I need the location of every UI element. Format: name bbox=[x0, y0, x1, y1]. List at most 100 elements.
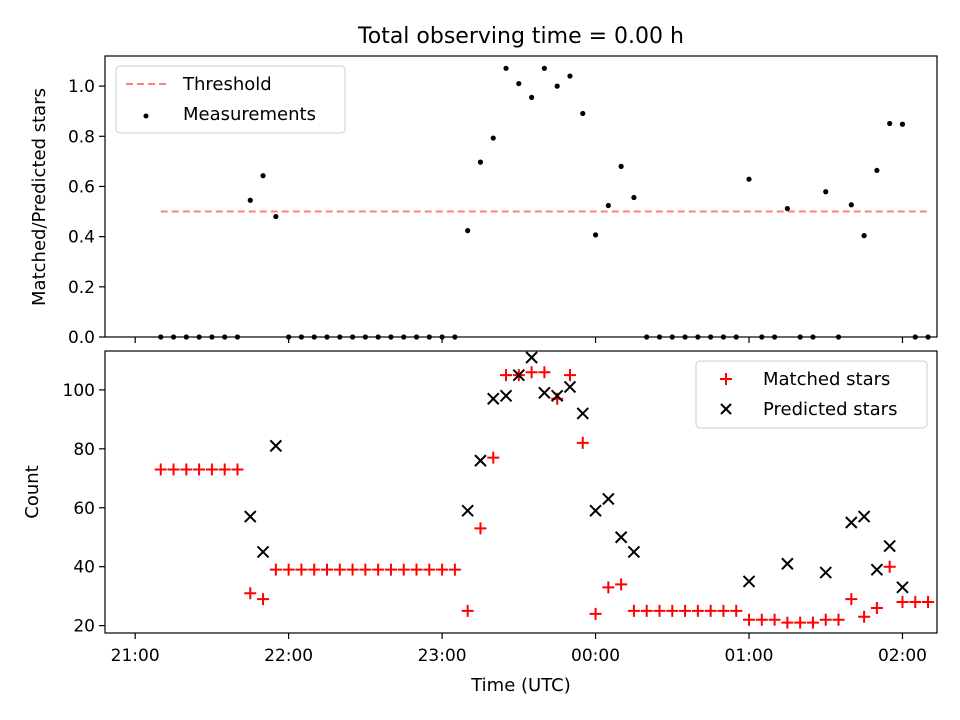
measurement-point bbox=[605, 202, 611, 209]
top-y-axis-label: Matched/Predicted stars bbox=[29, 88, 50, 306]
matched-star-point bbox=[346, 563, 359, 576]
matched-star-point bbox=[359, 563, 372, 576]
measurement-point bbox=[874, 167, 880, 174]
measurement-point bbox=[541, 65, 548, 71]
measurement-point bbox=[631, 194, 637, 201]
matched-star-point bbox=[768, 613, 781, 626]
matched-star-point bbox=[321, 563, 334, 576]
matched-star-point bbox=[154, 463, 167, 476]
matched-star-point bbox=[244, 587, 257, 600]
matched-star-point bbox=[870, 601, 883, 614]
bottom-ytick-label: 100 bbox=[63, 381, 95, 401]
matched-star-point bbox=[819, 613, 832, 626]
xtick-label: 01:00 bbox=[725, 646, 774, 666]
predicted-star-point bbox=[461, 504, 474, 517]
top-ytick-label: 1.0 bbox=[68, 77, 95, 97]
predicted-star-point bbox=[499, 389, 513, 402]
predicted-star-point bbox=[589, 504, 602, 517]
xtick-label: 23:00 bbox=[418, 646, 467, 666]
measurement-point bbox=[477, 159, 484, 165]
measurement-point bbox=[490, 135, 496, 141]
measurement-point bbox=[516, 80, 522, 87]
predicted-star-point bbox=[870, 563, 884, 576]
top-ytick-label: 0.2 bbox=[68, 278, 95, 298]
measurement-point bbox=[784, 205, 790, 212]
matched-star-point bbox=[755, 613, 768, 626]
matched-star-point bbox=[474, 522, 487, 535]
matched-star-point bbox=[295, 563, 308, 576]
matched-star-point bbox=[218, 463, 231, 476]
measurement-point bbox=[273, 213, 279, 220]
bottom-ytick-label: 40 bbox=[73, 558, 95, 578]
matched-star-point bbox=[730, 604, 743, 617]
matched-star-point bbox=[806, 616, 819, 629]
figure-title: Total observing time = 0.00 h bbox=[357, 24, 684, 49]
predicted-star-point bbox=[602, 492, 615, 506]
bottom-x-axis: 21:00 22:00 23:00 00:00 01:00 02:00 bbox=[111, 633, 927, 666]
predicted-star-point bbox=[896, 581, 909, 594]
matched-star-point bbox=[333, 563, 346, 576]
matched-star-point bbox=[423, 563, 436, 576]
bottom-ytick-label: 60 bbox=[73, 499, 95, 519]
matched-star-point bbox=[269, 563, 282, 576]
matched-star-point bbox=[563, 369, 576, 382]
measurement-point bbox=[848, 202, 854, 208]
matched-star-point bbox=[781, 616, 794, 629]
top-subplot: 0.0 0.2 0.4 0.6 0.8 1.0 Matched/Predicted sta… bbox=[29, 55, 938, 348]
measurement-point bbox=[580, 110, 586, 117]
measurement-point bbox=[554, 83, 560, 89]
predicted-star-point bbox=[742, 575, 756, 588]
predicted-star-point bbox=[845, 516, 858, 529]
bottom-subplot: 20 40 60 80 100 21:00 22:00 23:00 00:00 01:00 02:… bbox=[22, 350, 938, 666]
matched-star-point bbox=[589, 607, 602, 620]
matched-star-point bbox=[436, 563, 449, 576]
predicted-star-point bbox=[563, 380, 577, 394]
matched-star-point bbox=[231, 463, 244, 476]
matched-star-point bbox=[410, 563, 423, 576]
top-legend-frame bbox=[115, 65, 346, 134]
top-x-axis bbox=[134, 337, 904, 343]
legend-predicted-label: Predicted stars bbox=[763, 399, 897, 420]
matched-star-point bbox=[845, 593, 858, 606]
measurement-point bbox=[465, 228, 471, 234]
legend-matched-label: Matched stars bbox=[763, 369, 890, 390]
matched-star-point bbox=[538, 366, 551, 379]
matched-star-point bbox=[193, 463, 206, 476]
predicted-star-point bbox=[781, 557, 794, 570]
predicted-star-point bbox=[627, 545, 641, 559]
measurement-point bbox=[887, 120, 893, 127]
xtick-label: 22:00 bbox=[264, 646, 313, 666]
measurement-point bbox=[823, 189, 829, 195]
predicted-star-point bbox=[819, 566, 832, 579]
top-ytick-label: 0.6 bbox=[68, 177, 95, 197]
matched-star-point bbox=[666, 604, 679, 617]
bottom-ytick-label: 20 bbox=[73, 617, 95, 637]
matched-star-point bbox=[372, 563, 385, 576]
x-axis-label: Time (UTC) bbox=[470, 675, 571, 696]
matched-star-point bbox=[205, 463, 218, 476]
bottom-y-axis-label: Count bbox=[22, 465, 43, 518]
matched-star-point bbox=[448, 563, 461, 576]
measurement-point bbox=[529, 94, 535, 100]
matched-star-point bbox=[896, 596, 909, 609]
predicted-star-point bbox=[244, 510, 257, 523]
matched-star-point bbox=[717, 604, 730, 617]
predicted-star-point bbox=[525, 351, 538, 364]
matched-star-point bbox=[640, 604, 653, 617]
measurement-point bbox=[567, 73, 573, 79]
xtick-label: 02:00 bbox=[878, 646, 927, 666]
matched-star-point bbox=[743, 613, 756, 626]
xtick-label: 21:00 bbox=[111, 646, 160, 666]
matched-star-point bbox=[691, 604, 704, 617]
matched-star-point bbox=[858, 610, 871, 623]
matched-star-point bbox=[308, 563, 321, 576]
predicted-star-point bbox=[269, 439, 283, 453]
matched-star-point bbox=[384, 563, 397, 576]
matched-star-point bbox=[615, 578, 628, 591]
bottom-axes-frame bbox=[104, 350, 938, 634]
top-ytick-label: 0.0 bbox=[68, 328, 95, 348]
matched-star-point bbox=[180, 463, 193, 476]
bottom-ytick-label: 80 bbox=[73, 440, 95, 460]
predicted-star-point bbox=[550, 389, 564, 402]
